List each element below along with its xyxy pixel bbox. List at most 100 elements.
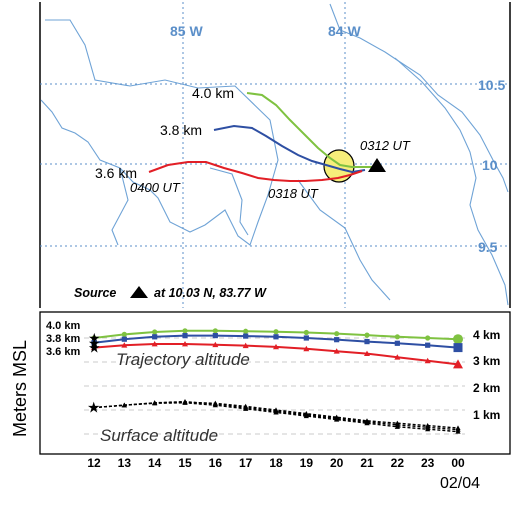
surface-2-point-8 bbox=[334, 417, 340, 422]
coastline-inlet bbox=[111, 167, 129, 246]
surface-2-point-7 bbox=[303, 413, 309, 419]
surface-2-point-11 bbox=[425, 426, 431, 432]
series-1-point-9 bbox=[364, 339, 370, 345]
series-0-point-0 bbox=[91, 335, 97, 341]
x-tick-label: 22 bbox=[391, 456, 405, 470]
x-tick-label: 19 bbox=[300, 456, 314, 470]
series-0-point-4 bbox=[212, 328, 218, 334]
coastline-east-north bbox=[329, 3, 509, 193]
x-tick-label: 12 bbox=[87, 456, 101, 470]
series-2-point-7 bbox=[303, 345, 310, 352]
surface-2-point-5 bbox=[243, 406, 249, 411]
right-label-1km: 1 km bbox=[473, 408, 500, 422]
coastline-east-south bbox=[394, 57, 509, 306]
caption-triangle-icon bbox=[130, 286, 148, 298]
x-tick-label: 23 bbox=[421, 456, 435, 470]
x-tick-label: 18 bbox=[269, 456, 283, 470]
series-0-point-3 bbox=[182, 328, 188, 334]
right-label-2km: 2 km bbox=[473, 381, 500, 395]
trajectory-altitude-title: Trajectory altitude bbox=[116, 350, 250, 369]
x-tick-label: 14 bbox=[148, 456, 162, 470]
series-2-point-9 bbox=[364, 350, 370, 356]
surface-2-point-10 bbox=[394, 424, 400, 429]
series-2-point-0 bbox=[91, 344, 97, 350]
time-label-0318: 0318 UT bbox=[268, 186, 319, 201]
lat-label-10-5: 10.5 bbox=[478, 77, 505, 93]
series-2-point-3 bbox=[182, 341, 188, 347]
map-trajectories bbox=[148, 92, 373, 182]
lon-label-84w: 84 W bbox=[328, 23, 361, 39]
source-caption-suffix: at 10.03 N, 83.77 W bbox=[154, 286, 267, 300]
date-label: 02/04 bbox=[440, 475, 480, 492]
map-label-3-6-km: 3.6 km bbox=[95, 165, 137, 181]
series-1-point-2 bbox=[152, 334, 158, 340]
time-label-0312: 0312 UT bbox=[360, 138, 411, 153]
series-0-point-2 bbox=[152, 329, 158, 335]
series-0-point-1 bbox=[121, 331, 127, 337]
series-0-point-12 bbox=[453, 334, 463, 345]
start-star-icon-2: ★ bbox=[88, 340, 101, 356]
x-tick-label: 13 bbox=[118, 456, 132, 470]
series-1-point-7 bbox=[303, 335, 309, 341]
series-0-point-8 bbox=[334, 331, 340, 337]
coastline-peninsula bbox=[209, 167, 249, 236]
trajectory-blue-line bbox=[213, 124, 366, 174]
series-0-point-9 bbox=[364, 332, 370, 338]
map-label-4-0-km: 4.0 km bbox=[192, 85, 234, 101]
source-triangle-icon bbox=[368, 158, 386, 172]
series-0-point-11 bbox=[425, 335, 431, 341]
series-2-point-6 bbox=[273, 343, 279, 350]
coastline-west bbox=[40, 19, 279, 246]
series-2-point-1 bbox=[121, 342, 128, 348]
series-1-point-0 bbox=[91, 340, 97, 346]
surface-2-point-4 bbox=[212, 402, 218, 408]
lat-lon-grid bbox=[40, 2, 510, 308]
lat-label-9-5: 9.5 bbox=[478, 239, 498, 255]
series-2-point-5 bbox=[242, 342, 249, 349]
coastlines bbox=[40, 3, 509, 306]
series-1-point-5 bbox=[243, 333, 249, 339]
series-0-point-7 bbox=[303, 329, 309, 336]
left-label-4-0-km: 4.0 km bbox=[46, 320, 80, 332]
x-tick-label: 15 bbox=[178, 456, 192, 470]
surface-start-star-icon: ★ bbox=[87, 400, 100, 417]
time-label-0400: 0400 UT bbox=[130, 180, 181, 195]
series-1-point-10 bbox=[394, 340, 400, 346]
surface-2-point-12 bbox=[455, 429, 461, 434]
series-2-point-12 bbox=[453, 359, 463, 369]
surface-2-point-2 bbox=[152, 400, 158, 406]
left-label-3-8-km: 3.8 km bbox=[46, 333, 80, 345]
y-axis-title: Meters MSL bbox=[10, 340, 30, 437]
map-label-3-8-km: 3.8 km bbox=[160, 122, 202, 138]
series-2-point-10 bbox=[394, 354, 401, 360]
trajectory-green-line bbox=[246, 92, 373, 168]
series-1-point-4 bbox=[212, 333, 218, 339]
coastline-south bbox=[297, 179, 391, 301]
trajectory-red-line bbox=[148, 161, 363, 182]
surface-2-point-3 bbox=[182, 400, 188, 405]
map-panel: 85 W 84 W 10.5 10 9.5 4.0 km 3.8 km 3.6 … bbox=[39, 2, 511, 308]
right-label-4km: 4 km bbox=[473, 328, 500, 342]
surface-altitude-title: Surface altitude bbox=[100, 426, 218, 445]
series-2-point-11 bbox=[424, 357, 431, 364]
surface-2-point-1 bbox=[121, 402, 127, 408]
x-tick-label: 00 bbox=[451, 456, 465, 470]
surface-2-point-0 bbox=[91, 405, 97, 410]
series-0-point-10 bbox=[394, 334, 400, 340]
x-axis-ticks: 12 13 14 15 16 17 18 19 20 21 22 23 00 bbox=[87, 456, 465, 470]
right-label-3km: 3 km bbox=[473, 354, 500, 368]
map-frame bbox=[40, 2, 510, 308]
series-1-point-6 bbox=[273, 334, 279, 340]
x-tick-label: 16 bbox=[209, 456, 223, 470]
left-label-3-6-km: 3.6 km bbox=[46, 346, 80, 358]
profile-marks: ★★★★ bbox=[87, 328, 463, 434]
series-1-point-3 bbox=[182, 333, 188, 339]
series-0-point-5 bbox=[243, 328, 249, 334]
lat-label-10: 10 bbox=[482, 157, 498, 173]
source-caption-prefix: Source bbox=[74, 286, 116, 300]
series-1-point-8 bbox=[334, 337, 340, 343]
series-1-point-12 bbox=[453, 343, 463, 353]
profile-panel: Meters MSL 4.0 km 3.8 km 3.6 km 4 km 3 k… bbox=[10, 311, 511, 455]
series-2-point-4 bbox=[212, 341, 219, 348]
